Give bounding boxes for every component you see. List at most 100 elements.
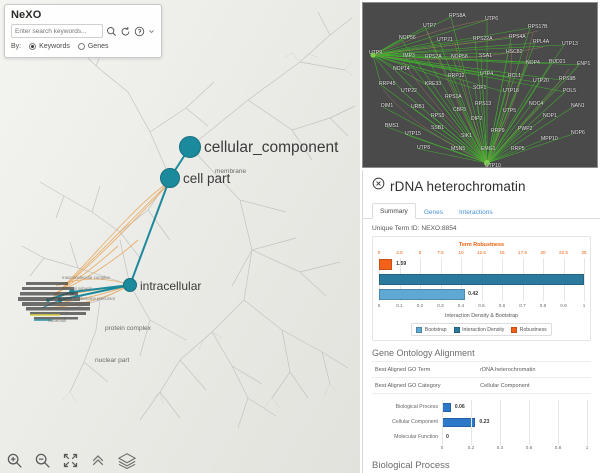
green-edges (372, 16, 580, 93)
go-gridline (442, 400, 443, 445)
tick-label-bottom: 0.1 (396, 303, 403, 308)
help-icon[interactable] (134, 25, 145, 38)
tick-label-bottom: 0.7 (519, 303, 526, 308)
go-tick-label: 1 (585, 445, 589, 450)
go-tick-label: 0 (440, 445, 444, 450)
network-node-intracellular[interactable] (123, 278, 137, 292)
gene-interaction-view[interactable]: RPS8A UTP6 UTP7 RPS17B NOP56 UTP21 RPS22A RPS4A… (362, 2, 598, 168)
legend-swatch-bootstrap (416, 326, 423, 333)
app-title: NeXO (11, 9, 42, 21)
legend-swatch-robustness (511, 326, 518, 333)
chart-top-axis: 0 2.5 5 7.5 10 12.5 15 17.5 20 22.5 25 (377, 250, 587, 258)
network-toolbar (6, 451, 137, 469)
tick-label-top: 15 (499, 250, 505, 255)
table-row: Best Aligned GO Term rDNA heterochromati… (372, 361, 591, 378)
legend-label-robustness: Robustness (519, 326, 547, 333)
page-title: rDNA heterochromatin (390, 178, 526, 194)
bar-robustness (379, 259, 393, 270)
search-input[interactable] (11, 24, 103, 38)
radio-keywords[interactable] (29, 43, 37, 50)
go-value-molecular-function: 0 (446, 434, 449, 440)
go-category-chart: Biological Process 0.06 Cellular Compone… (372, 400, 591, 454)
search-row (11, 24, 155, 38)
term-detail-panel: rDNA heterochromatin Summary Genes Inter… (362, 170, 600, 473)
tick-label-top: 5 (418, 250, 422, 255)
tick-label-top: 20 (540, 250, 546, 255)
tick-label-bottom: 1 (582, 303, 586, 308)
bar-value-robustness: 1.59 (396, 260, 407, 267)
close-icon[interactable] (372, 177, 385, 195)
bar-row-interaction-density (379, 273, 584, 286)
biological-process-title: Biological Process (372, 460, 450, 471)
search-by-row: By: Keywords Genes (11, 43, 155, 50)
go-tick-label: 0.4 (496, 445, 504, 450)
legend-label-interaction-density: Interaction Density (462, 326, 505, 333)
tick-label-top: 7.5 (437, 250, 444, 255)
go-track-2: 0 (442, 430, 587, 445)
go-label-cellular-component: Cellular Component (392, 418, 438, 425)
legend-swatch-interaction-density (453, 326, 460, 333)
go-category-value: Cellular Component (480, 382, 530, 389)
go-term-key: Best Aligned GO Term (375, 366, 431, 373)
search-panel: NeXO (4, 4, 162, 58)
tick-label-bottom: 0.4 (457, 303, 465, 308)
tab-genes[interactable]: Genes (423, 209, 443, 216)
tick-label-top: 12.5 (477, 250, 486, 255)
go-track-0: 0.06 (442, 400, 587, 415)
go-label-biological-process: Biological Process (395, 403, 438, 410)
tick-label-bottom: 0 (377, 303, 381, 308)
unique-term-id: Unique Term ID: NEXO:8854 (372, 225, 457, 232)
tick-label-top: 0 (377, 250, 381, 255)
network-canvas[interactable]: cellular_component cell part intracellul… (0, 0, 360, 473)
go-tick-label: 0.8 (554, 445, 562, 450)
bar-interaction-density (379, 274, 584, 285)
gene-hub-utp10 (484, 160, 490, 166)
chevron-down-icon[interactable] (148, 25, 155, 38)
tick-label-bottom: 0.2 (416, 303, 424, 308)
go-value-cellular-component: 0.23 (479, 419, 490, 425)
tab-interactions[interactable]: Interactions (458, 209, 493, 216)
go-term-value: rDNA heterochromatin (480, 366, 536, 373)
bar-bootstrap (379, 289, 466, 300)
layers-icon[interactable] (117, 451, 137, 469)
tick-label-bottom: 0.9 (560, 303, 567, 308)
go-chart-axis: 0 0.2 0.4 0.6 0.8 1 (440, 400, 589, 454)
collapse-icon[interactable] (90, 452, 106, 468)
tick-label-bottom: 0.5 (478, 303, 485, 308)
go-tick-label: 0.2 (467, 445, 475, 450)
search-by-label: By: (11, 43, 22, 50)
tick-label-top: 25 (581, 250, 587, 255)
zoom-in-icon[interactable] (6, 452, 23, 469)
go-category-key: Best Aligned GO Category (375, 382, 441, 389)
detail-tabs: Summary Genes Interactions (363, 202, 600, 219)
chart-bottom-axis: 0 0.1 0.2 0.3 0.4 0.5 0.6 0.7 0.8 0.9 1 (377, 303, 586, 312)
table-row: Best Aligned GO Category Cellular Compon… (372, 378, 591, 394)
search-icon[interactable] (106, 25, 117, 38)
gene-hub-utp9 (370, 52, 376, 58)
radio-keywords-label: Keywords (39, 43, 70, 50)
legend-item-bootstrap: Bootstrap (416, 326, 447, 333)
go-gridline (529, 400, 530, 445)
tick-label-bottom: 0.8 (539, 303, 547, 308)
network-node-cell-part[interactable] (160, 168, 180, 188)
network-node-cellular-component[interactable] (179, 136, 201, 158)
legend-item-robustness: Robustness (511, 326, 547, 333)
reset-icon[interactable] (120, 25, 131, 38)
go-bar-biological-process (442, 402, 451, 412)
radio-genes[interactable] (77, 43, 85, 50)
zoom-out-icon[interactable] (34, 452, 51, 469)
tick-label-top: 17.5 (518, 250, 527, 255)
radio-genes-label: Genes (87, 43, 109, 50)
tab-summary[interactable]: Summary (372, 203, 416, 219)
fit-screen-icon[interactable] (62, 452, 79, 469)
tick-label-bottom: 0.6 (498, 303, 506, 308)
robustness-chart: Term Robustness 0 2.5 5 7.5 10 12.5 15 17.5 20 22… (372, 236, 591, 341)
bar-value-bootstrap: 0.42 (468, 290, 479, 297)
gridline (584, 258, 585, 301)
go-section-title: Gene Ontology Alignment (372, 348, 475, 358)
go-alignment-table: Best Aligned GO Term rDNA heterochromati… (372, 361, 591, 394)
tick-label-top: 22.5 (559, 250, 568, 255)
legend-item-interaction-density: Interaction Density (453, 326, 505, 333)
bar-row-bootstrap: 0.42 (379, 288, 584, 301)
